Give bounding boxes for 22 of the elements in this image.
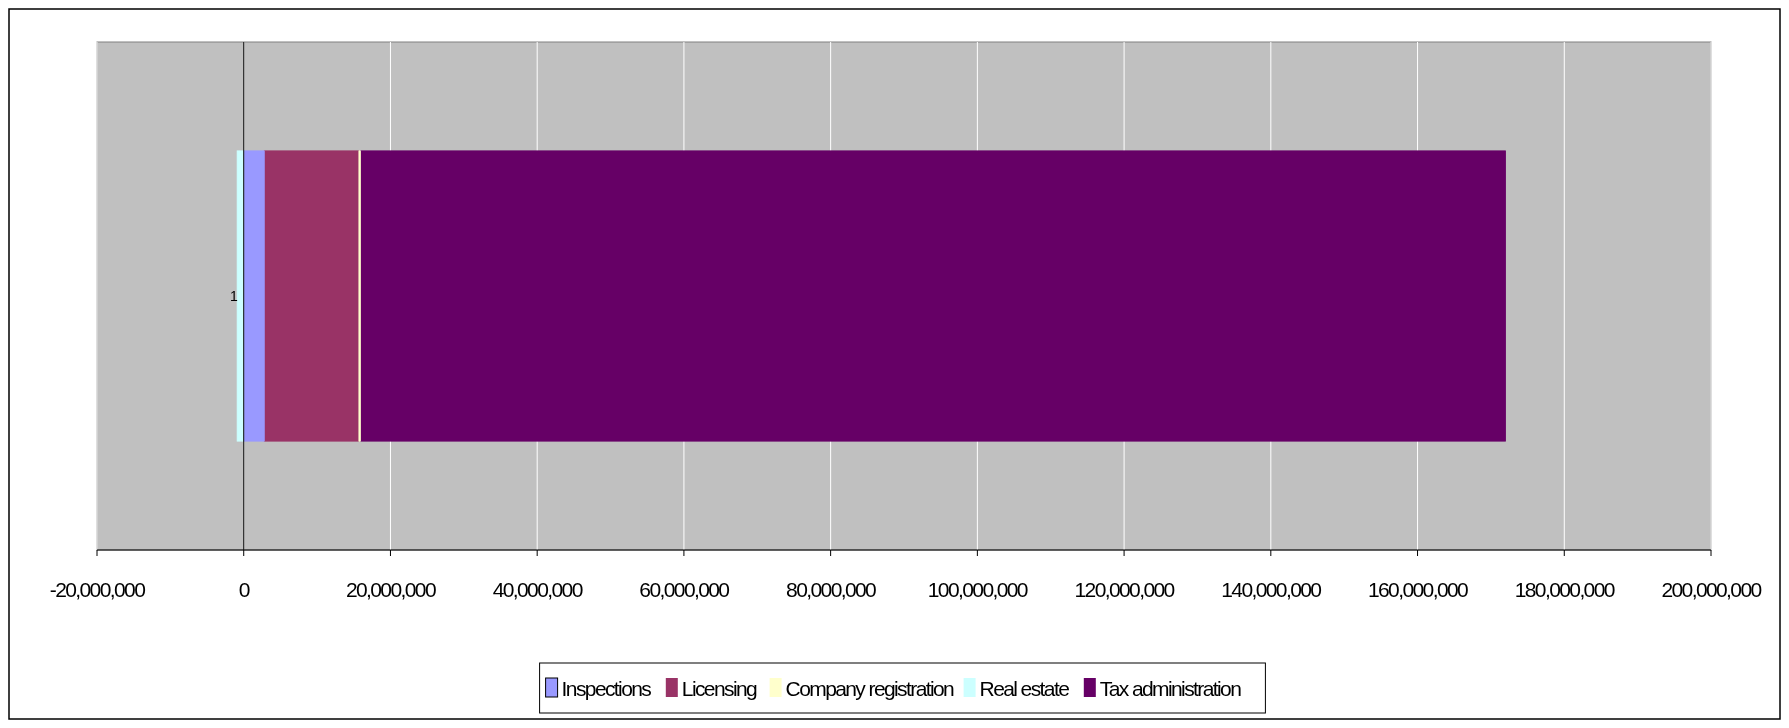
x-tick-label: 0	[238, 578, 250, 601]
x-tick-label: 80,000,000	[786, 578, 877, 601]
legend-label: Company registration	[785, 677, 955, 700]
bar	[236, 150, 245, 442]
x-tick-label: 180,000,000	[1514, 578, 1615, 601]
bar	[263, 150, 360, 442]
x-tick-label: 60,000,000	[639, 578, 730, 601]
legend-label: Licensing	[681, 677, 758, 700]
x-tick-label: 40,000,000	[492, 578, 583, 601]
y-tick-label: 1	[229, 288, 238, 304]
legend-label: Tax administration	[1099, 677, 1242, 700]
bar	[243, 150, 265, 442]
x-tick-label: 100,000,000	[927, 578, 1028, 601]
legend-label: Real estate	[979, 677, 1070, 700]
x-tick-label: 20,000,000	[345, 578, 436, 601]
legend-label: Inspections	[561, 677, 652, 700]
x-tick-label: 200,000,000	[1661, 578, 1762, 601]
x-tick-label: 140,000,000	[1221, 578, 1322, 601]
x-tick-label: 160,000,000	[1367, 578, 1469, 601]
x-tick-label: 120,000,000	[1074, 578, 1175, 601]
x-tick-label: -20,000,000	[49, 578, 146, 601]
bar	[359, 150, 1506, 442]
